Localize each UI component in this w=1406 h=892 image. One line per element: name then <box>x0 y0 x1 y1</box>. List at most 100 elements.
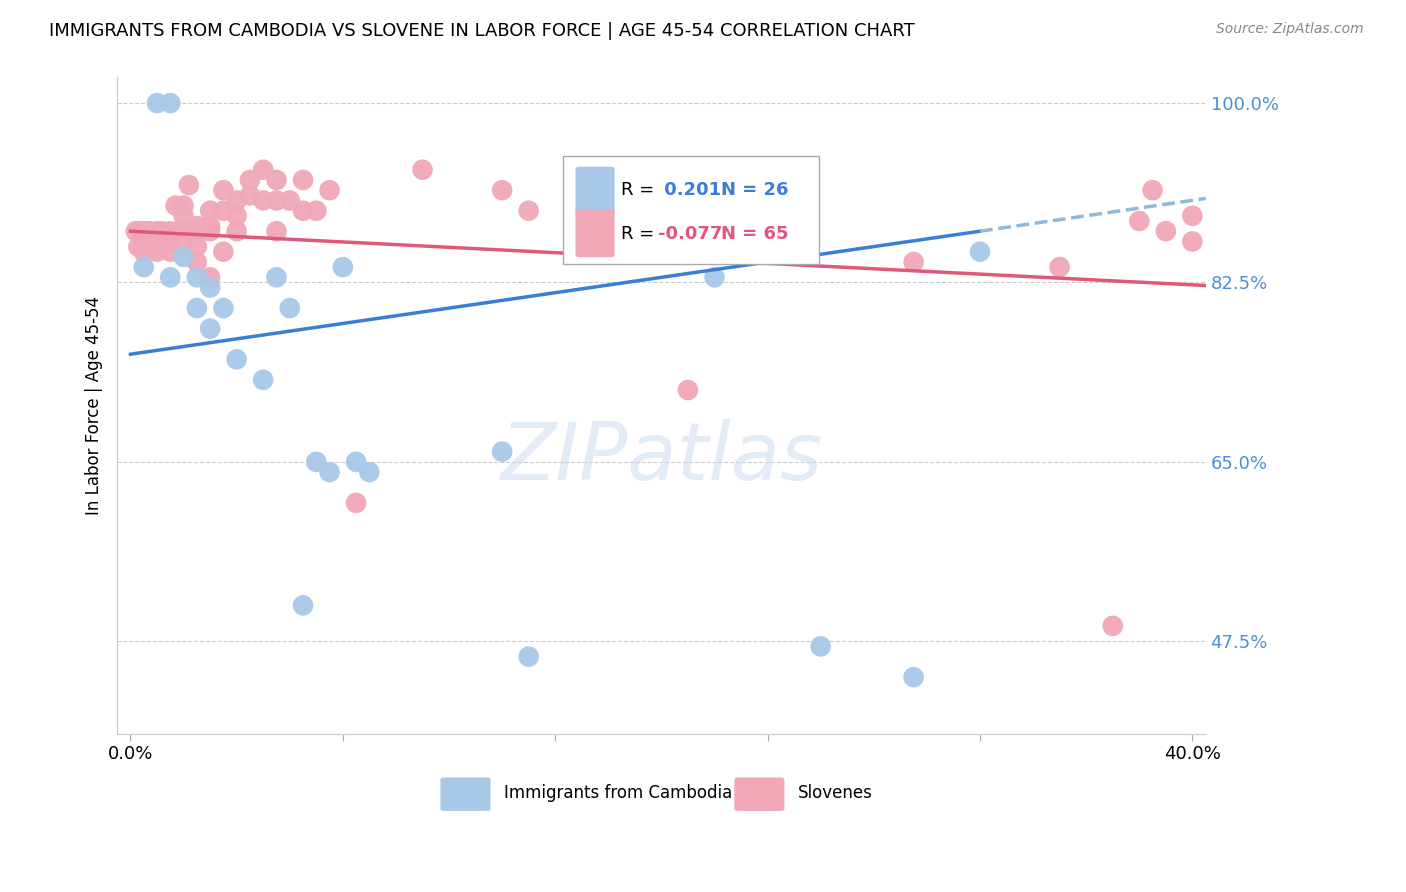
Point <box>212 183 235 197</box>
Point <box>125 224 148 238</box>
Point <box>186 255 208 269</box>
Point <box>292 203 315 218</box>
Point <box>1101 619 1123 633</box>
Point <box>198 270 221 285</box>
Point <box>173 239 195 253</box>
Point <box>146 96 169 111</box>
Point <box>676 383 699 397</box>
Text: R =: R = <box>621 225 661 243</box>
Point <box>517 203 540 218</box>
Point <box>1154 224 1177 238</box>
Point <box>225 194 247 208</box>
FancyBboxPatch shape <box>575 167 614 215</box>
Point <box>159 96 181 111</box>
FancyBboxPatch shape <box>564 156 820 264</box>
Point <box>198 224 221 238</box>
Y-axis label: In Labor Force | Age 45-54: In Labor Force | Age 45-54 <box>86 296 103 515</box>
Point <box>159 270 181 285</box>
FancyBboxPatch shape <box>734 778 785 811</box>
Point <box>252 194 274 208</box>
Point <box>278 301 301 315</box>
Point <box>266 224 288 238</box>
Point <box>146 244 169 259</box>
Point <box>239 173 262 187</box>
Point <box>212 244 235 259</box>
Point <box>252 162 274 177</box>
Point <box>624 214 647 228</box>
Point <box>198 280 221 294</box>
Text: 0.201: 0.201 <box>658 181 721 199</box>
Point <box>198 321 221 335</box>
Point <box>186 270 208 285</box>
Point <box>212 301 235 315</box>
Point <box>146 235 169 249</box>
Point <box>703 270 725 285</box>
Text: N = 26: N = 26 <box>721 181 789 199</box>
Point <box>266 270 288 285</box>
Point <box>292 599 315 613</box>
Text: IMMIGRANTS FROM CAMBODIA VS SLOVENE IN LABOR FORCE | AGE 45-54 CORRELATION CHART: IMMIGRANTS FROM CAMBODIA VS SLOVENE IN L… <box>49 22 915 40</box>
Point <box>186 219 208 233</box>
Point <box>132 260 155 274</box>
Point <box>903 255 925 269</box>
Point <box>252 373 274 387</box>
Point <box>517 649 540 664</box>
Point <box>186 239 208 253</box>
Point <box>344 496 367 510</box>
FancyBboxPatch shape <box>575 210 614 257</box>
Point <box>173 198 195 212</box>
Point <box>186 224 208 238</box>
Point <box>332 260 354 274</box>
Text: Source: ZipAtlas.com: Source: ZipAtlas.com <box>1216 22 1364 37</box>
Point <box>1181 209 1204 223</box>
Point <box>138 224 160 238</box>
Point <box>225 352 247 367</box>
Text: ZIPatlas: ZIPatlas <box>501 419 823 497</box>
Text: N = 65: N = 65 <box>721 225 789 243</box>
Point <box>491 444 513 458</box>
Point <box>132 235 155 249</box>
Point <box>344 455 367 469</box>
Text: Immigrants from Cambodia: Immigrants from Cambodia <box>503 783 733 802</box>
Point <box>146 224 169 238</box>
Point <box>1142 183 1164 197</box>
Point <box>132 224 155 238</box>
Point <box>1181 235 1204 249</box>
Point <box>903 670 925 684</box>
Point <box>225 209 247 223</box>
Point <box>198 203 221 218</box>
Point <box>127 239 149 253</box>
Point <box>173 250 195 264</box>
Point <box>143 229 166 244</box>
Point <box>810 640 832 654</box>
Point <box>359 465 381 479</box>
Point <box>159 224 181 238</box>
FancyBboxPatch shape <box>440 778 491 811</box>
Point <box>318 465 340 479</box>
Point <box>239 188 262 202</box>
Point <box>266 173 288 187</box>
Point <box>177 178 200 192</box>
Point <box>186 301 208 315</box>
Point <box>167 224 190 238</box>
Point <box>411 162 433 177</box>
Point <box>266 194 288 208</box>
Point <box>1128 214 1150 228</box>
Point <box>173 209 195 223</box>
Point <box>198 219 221 233</box>
Point <box>165 198 187 212</box>
Point <box>278 194 301 208</box>
Point <box>212 203 235 218</box>
Point <box>1049 260 1071 274</box>
Point <box>225 224 247 238</box>
Text: Slovenes: Slovenes <box>797 783 872 802</box>
Point <box>132 244 155 259</box>
Point <box>150 224 173 238</box>
Point <box>135 224 157 238</box>
Point <box>305 203 328 218</box>
Point <box>305 455 328 469</box>
Point <box>292 173 315 187</box>
Text: -0.077: -0.077 <box>658 225 723 243</box>
Point <box>491 183 513 197</box>
Point <box>159 244 181 259</box>
